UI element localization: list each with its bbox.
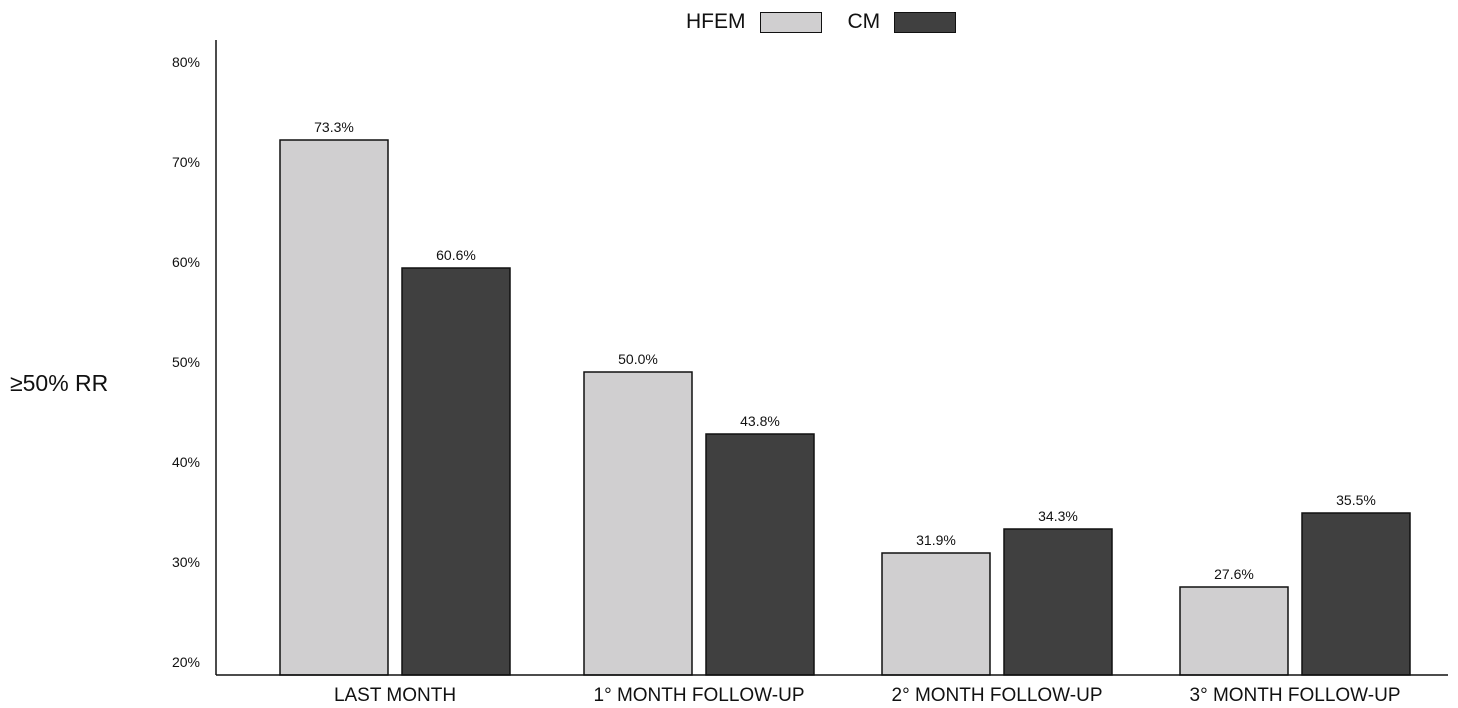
- x-tick-label-1: 1° MONTH FOLLOW-UP: [594, 685, 805, 706]
- data-label-hfem-0: 73.3%: [314, 119, 354, 135]
- y-tick-label-6: 80%: [172, 54, 200, 70]
- x-tick-label-0: LAST MONTH: [334, 685, 456, 706]
- y-axis-title: ≥50% RR: [10, 370, 109, 396]
- x-tick-label-3: 3° MONTH FOLLOW-UP: [1190, 685, 1401, 706]
- legend-label-cm: CM: [847, 10, 881, 33]
- legend-label-hfem: HFEM: [686, 10, 746, 33]
- bar-cm-3: [1301, 512, 1411, 676]
- bar-cm-2: [1003, 528, 1113, 676]
- data-label-hfem-2: 31.9%: [916, 532, 956, 548]
- data-label-cm-1: 43.8%: [740, 413, 780, 429]
- bar-hfem-1: [583, 371, 693, 676]
- y-tick-label-4: 60%: [172, 254, 200, 270]
- bars-layer: [279, 139, 1411, 676]
- y-tick-label-5: 70%: [172, 154, 200, 170]
- data-label-cm-3: 35.5%: [1336, 492, 1376, 508]
- data-label-cm-0: 60.6%: [436, 247, 476, 263]
- data-label-hfem-3: 27.6%: [1214, 566, 1254, 582]
- bar-hfem-3: [1179, 586, 1289, 676]
- legend-item-hfem: HFEM: [686, 10, 848, 34]
- data-label-hfem-1: 50.0%: [618, 351, 658, 367]
- y-tick-label-0: 20%: [172, 654, 200, 670]
- y-tick-label-1: 30%: [172, 554, 200, 570]
- bar-cm-1: [705, 433, 815, 676]
- legend-swatch-cm: [894, 11, 957, 33]
- y-tick-label-2: 40%: [172, 454, 200, 470]
- legend: HFEM CM: [686, 8, 982, 36]
- bar-hfem-0: [279, 139, 389, 676]
- bar-cm-0: [401, 267, 511, 676]
- data-label-cm-2: 34.3%: [1038, 508, 1078, 524]
- x-tick-label-2: 2° MONTH FOLLOW-UP: [892, 685, 1103, 706]
- labels-layer: 73.3% 50.0% 31.9% 27.6% 60.6% 43.8% 34.3% 35.5%…: [172, 54, 1401, 706]
- bar-hfem-2: [881, 552, 991, 676]
- y-tick-label-3: 50%: [172, 354, 200, 370]
- legend-item-cm: CM: [848, 10, 983, 34]
- legend-swatch-hfem: [759, 11, 822, 33]
- axes-layer: [215, 40, 1448, 676]
